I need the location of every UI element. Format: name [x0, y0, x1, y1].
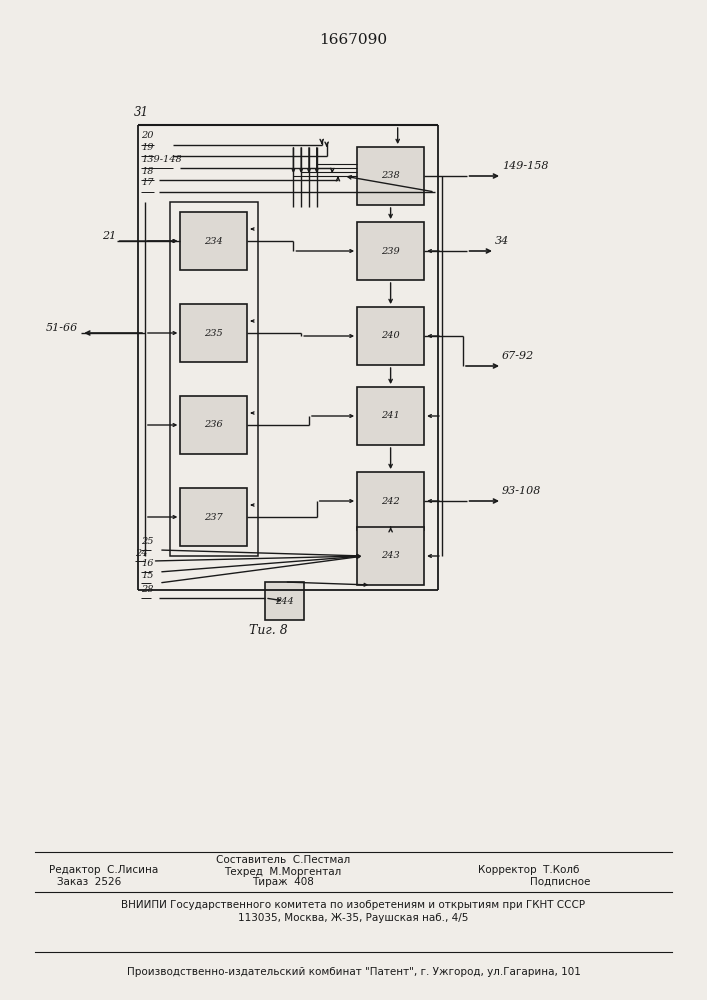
Text: 19: 19: [141, 142, 154, 151]
Bar: [180, 488, 247, 546]
Text: 149-158: 149-158: [502, 161, 549, 171]
Text: Тираж  408: Тираж 408: [252, 877, 314, 887]
Text: 28: 28: [141, 585, 154, 594]
Text: 239: 239: [381, 246, 400, 255]
Text: 238: 238: [381, 171, 400, 180]
Bar: [180, 396, 247, 454]
Text: 240: 240: [381, 332, 400, 340]
Bar: [357, 527, 424, 585]
Bar: [357, 307, 424, 365]
Text: 16: 16: [141, 560, 154, 568]
Text: 139-148: 139-148: [141, 154, 182, 163]
Bar: [180, 212, 247, 270]
Bar: [357, 222, 424, 280]
Text: 244: 244: [275, 596, 294, 605]
Text: ВНИИПИ Государственного комитета по изобретениям и открытиям при ГКНТ СССР: ВНИИПИ Государственного комитета по изоб…: [122, 900, 585, 910]
Text: Заказ  2526: Заказ 2526: [57, 877, 121, 887]
Text: Подписное: Подписное: [530, 877, 590, 887]
Text: 31: 31: [134, 106, 149, 119]
Bar: [357, 472, 424, 530]
Text: 237: 237: [204, 512, 223, 521]
Text: 18: 18: [141, 166, 154, 176]
Text: 51-66: 51-66: [46, 323, 78, 333]
Text: 1667090: 1667090: [320, 33, 387, 47]
Bar: [180, 304, 247, 362]
Text: Составитель  С.Пестмал: Составитель С.Пестмал: [216, 855, 350, 865]
Text: Τиг. 8: Τиг. 8: [250, 624, 288, 637]
Text: 236: 236: [204, 420, 223, 429]
Text: 34: 34: [495, 236, 509, 246]
Text: 234: 234: [204, 236, 223, 245]
Bar: [357, 387, 424, 445]
Text: 93-108: 93-108: [502, 486, 542, 496]
Text: 25: 25: [141, 538, 154, 546]
Text: 243: 243: [381, 552, 400, 560]
Text: 67-92: 67-92: [502, 351, 534, 361]
Text: Техред  М.Моргентал: Техред М.Моргентал: [224, 867, 341, 877]
Text: 24: 24: [135, 548, 148, 558]
Text: 17: 17: [141, 178, 154, 187]
Text: 21: 21: [103, 231, 117, 241]
Text: Корректор  Т.Колб: Корректор Т.Колб: [479, 865, 580, 875]
Text: 15: 15: [141, 570, 154, 580]
Text: 241: 241: [381, 411, 400, 420]
Text: Производственно-издательский комбинат "Патент", г. Ужгород, ул.Гагарина, 101: Производственно-издательский комбинат "П…: [127, 967, 580, 977]
Bar: [170, 202, 258, 556]
Text: 113035, Москва, Ж-35, Раушская наб., 4/5: 113035, Москва, Ж-35, Раушская наб., 4/5: [238, 913, 469, 923]
Text: 20: 20: [141, 131, 154, 140]
Text: 235: 235: [204, 328, 223, 338]
Bar: [265, 582, 304, 620]
Text: Редактор  С.Лисина: Редактор С.Лисина: [49, 865, 159, 875]
Text: 242: 242: [381, 496, 400, 506]
Bar: [357, 147, 424, 205]
